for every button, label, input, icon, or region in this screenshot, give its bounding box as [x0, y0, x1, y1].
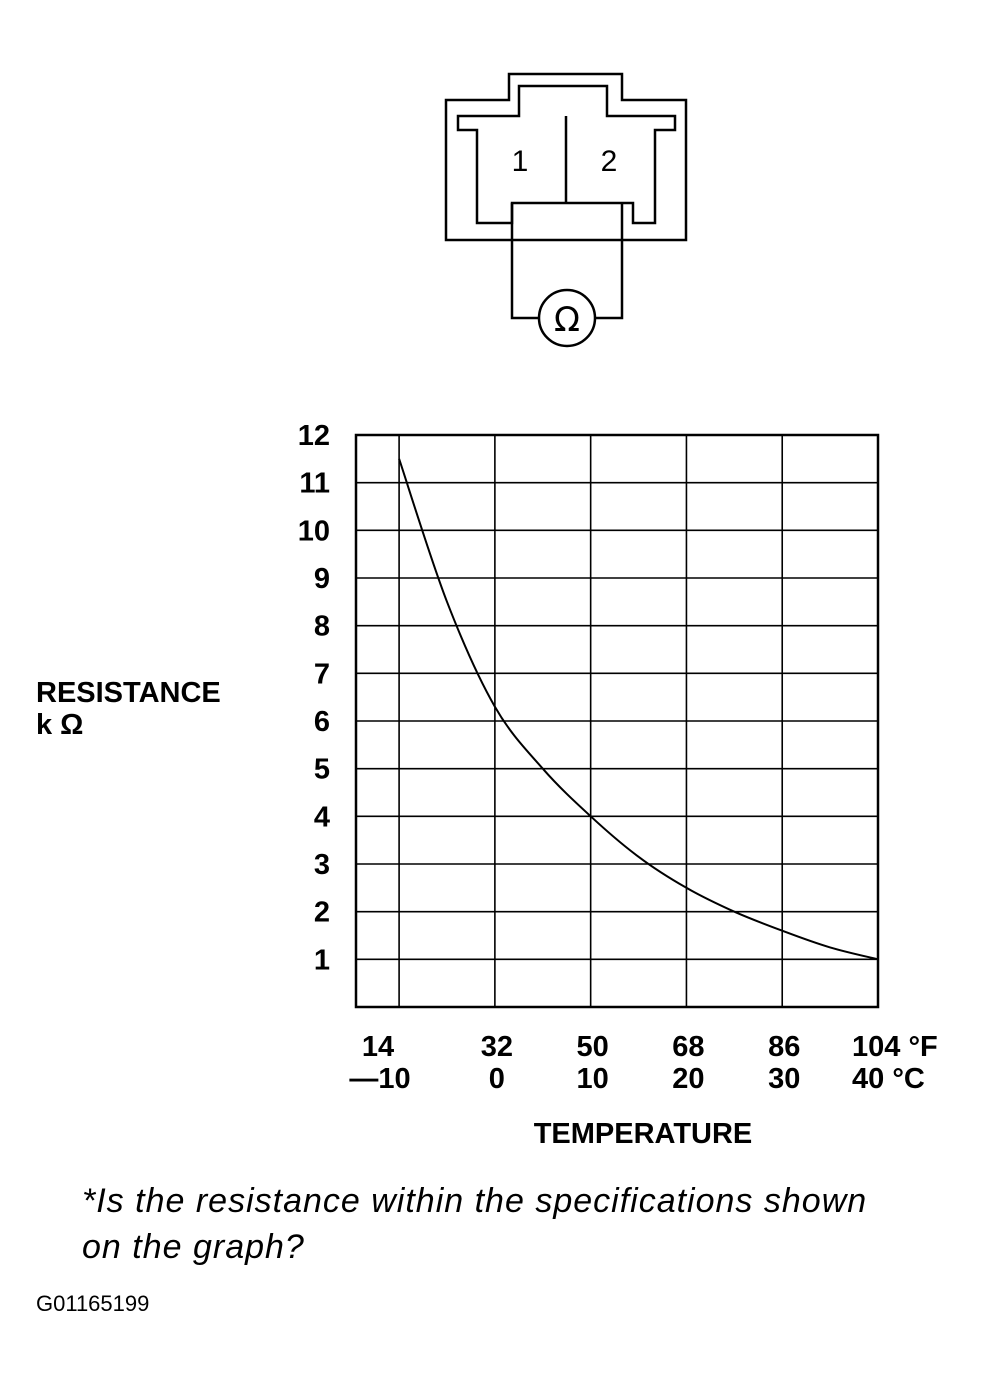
y-axis-label: RESISTANCE	[36, 677, 221, 709]
y-tick-label: 3	[314, 849, 330, 881]
x-tick-labels-fahrenheit: 14 32 50 68 86 104 °F	[362, 1031, 938, 1063]
y-tick-label: 12	[298, 420, 330, 452]
x-tick-label-c: 30	[768, 1063, 800, 1095]
x-tick-label-f: 50	[577, 1031, 609, 1063]
ohmmeter-circle	[537, 288, 597, 348]
question-line-1: *Is the resistance within the specificat…	[82, 1182, 867, 1220]
x-axis-label: TEMPERATURE	[534, 1118, 753, 1150]
y-tick-label: 11	[299, 468, 330, 500]
x-tick-label-c: —10	[349, 1063, 410, 1095]
y-tick-label: 10	[298, 515, 330, 547]
x-tick-label-f: 68	[672, 1031, 704, 1063]
connector-diagram	[444, 72, 688, 348]
x-tick-label-c: 0	[489, 1063, 505, 1095]
plot-frame	[354, 433, 880, 1009]
grid-horizontal	[356, 481, 878, 961]
connector-housing-inner	[456, 84, 677, 225]
y-tick-label: 2	[314, 897, 330, 929]
x-tick-label-f: 32	[481, 1031, 513, 1063]
question-line-2: on the graph?	[82, 1228, 305, 1266]
meter-lead-right	[596, 203, 624, 320]
y-tick-label: 4	[314, 801, 330, 833]
y-tick-labels: 12 11 10 9 8 7 6 5 4 3 2 1	[298, 420, 330, 976]
y-tick-label: 6	[314, 706, 330, 738]
y-tick-label: 1	[314, 944, 330, 976]
pin-2-label: 2	[601, 145, 618, 178]
meter-lead-left	[510, 203, 540, 320]
figure-code: G01165199	[36, 1291, 149, 1316]
x-tick-label-c: 20	[672, 1063, 704, 1095]
x-tick-label-c: 10	[577, 1063, 609, 1095]
x-tick-labels-celsius: —10 0 10 20 30 40 °C	[349, 1063, 925, 1095]
x-tick-label-f: 86	[768, 1031, 800, 1063]
ohm-icon: Ω	[554, 300, 580, 340]
grid-vertical	[398, 435, 784, 1007]
y-tick-label: 5	[314, 754, 330, 786]
x-tick-label-f: 14	[362, 1031, 394, 1063]
y-axis-unit: k Ω	[36, 709, 83, 741]
y-tick-label: 8	[314, 611, 330, 643]
resistance-curve	[398, 458, 879, 961]
x-tick-label-c: 40 °C	[852, 1063, 925, 1095]
x-tick-label-f: 104 °F	[852, 1031, 938, 1063]
y-tick-label: 9	[314, 563, 330, 595]
y-tick-label: 7	[314, 658, 330, 690]
connector-housing-outer	[444, 72, 688, 242]
pin-1-label: 1	[512, 145, 529, 178]
